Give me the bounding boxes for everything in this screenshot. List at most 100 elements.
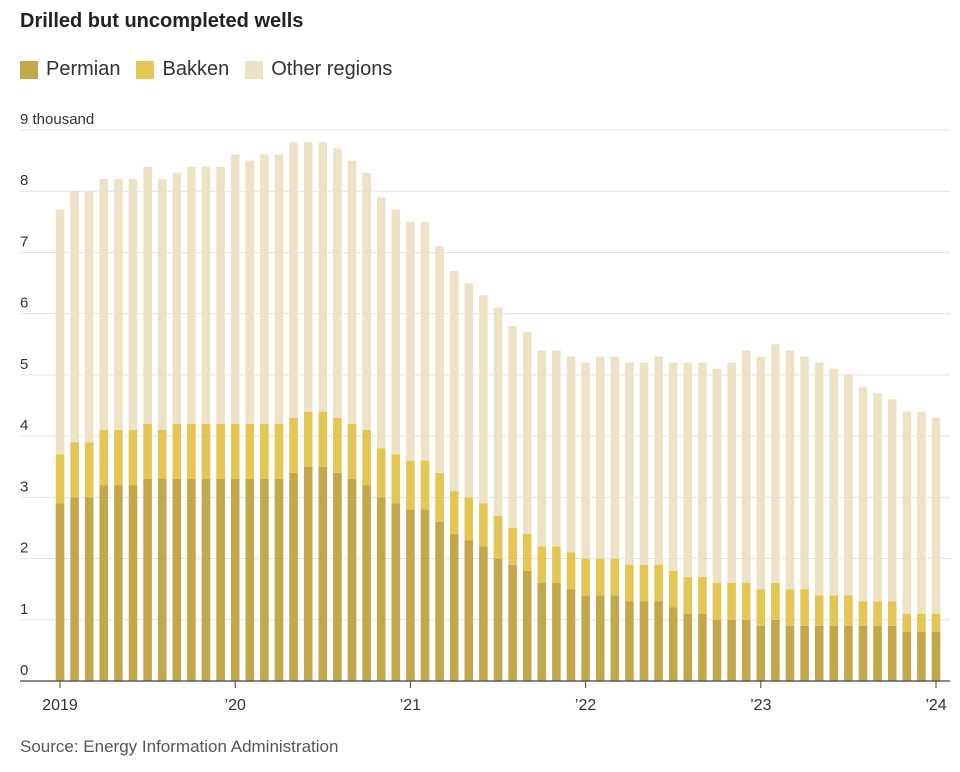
bar-segment	[741, 583, 751, 620]
bar-segment	[172, 423, 182, 479]
bar-segment	[143, 478, 152, 681]
bar-segment	[84, 191, 94, 443]
bar-segment	[216, 478, 225, 681]
bar-segment	[289, 142, 298, 418]
bar-segment	[406, 509, 415, 681]
bar-segment	[917, 613, 926, 633]
bar-segment	[683, 576, 693, 614]
y-tick-label: 3	[20, 478, 28, 495]
bar-segment	[70, 497, 79, 681]
bar-segment	[522, 570, 532, 681]
x-tick-label: ’23	[750, 697, 771, 714]
bar-segment	[479, 295, 488, 504]
bar-segment	[727, 362, 736, 584]
bar-segment	[420, 509, 430, 681]
bar-segment	[493, 558, 503, 681]
x-tick-label: ’21	[400, 697, 421, 714]
bar-segment	[785, 350, 795, 590]
bar-segment	[581, 595, 590, 681]
bar-segment	[931, 632, 941, 681]
legend-swatch-other-regions	[245, 60, 264, 79]
x-tick-label: ’24	[925, 697, 946, 714]
bar-segment	[99, 178, 109, 430]
bar-segment	[844, 625, 853, 681]
y-tick-label: 7	[20, 233, 28, 250]
bar-segment	[727, 619, 736, 681]
bar-segment	[552, 350, 561, 547]
bar-segment	[595, 595, 605, 681]
bar-segment	[55, 454, 65, 504]
bar-segment	[435, 521, 444, 681]
bar-segment	[873, 625, 882, 681]
bar-segment	[537, 546, 547, 584]
bar-segment	[55, 209, 65, 455]
bar-segment	[902, 411, 912, 614]
bar-segment	[128, 178, 138, 430]
bar-segment	[508, 325, 517, 528]
bar-segment	[917, 632, 926, 681]
bar-segment	[814, 362, 824, 596]
bar-segment	[420, 221, 430, 461]
bar-segment	[581, 558, 590, 596]
bar-segment	[522, 534, 532, 571]
bar-segment	[201, 166, 211, 424]
bar-segment	[333, 417, 342, 473]
bar-segment	[479, 503, 488, 547]
bar-segment	[333, 472, 342, 681]
bar-segment	[274, 154, 284, 424]
bar-segment	[157, 429, 167, 479]
bar-segment	[756, 625, 766, 681]
bar-segment	[449, 534, 459, 681]
bar-segment	[274, 423, 284, 479]
bar-segment	[610, 558, 620, 596]
bar-segment	[216, 423, 225, 479]
bar-segment	[537, 350, 547, 547]
bar-segment	[84, 442, 94, 498]
bar-segment	[114, 178, 123, 430]
bar-segment	[420, 460, 430, 510]
bar-segment	[931, 613, 941, 633]
bar-segment	[931, 417, 941, 614]
legend-item-permian: Permian	[20, 58, 120, 81]
bar-segment	[785, 625, 795, 681]
bar-segment	[245, 160, 255, 424]
bar-segment	[814, 595, 824, 626]
bar-segment	[902, 613, 912, 633]
bar-segment	[201, 423, 211, 479]
bar-segment	[844, 595, 853, 626]
bar-segment	[537, 583, 547, 681]
bar-segment	[347, 478, 357, 681]
bar-segment	[552, 546, 561, 584]
bar-segment	[289, 472, 298, 681]
bar-segment	[683, 362, 693, 577]
bar-segment	[187, 423, 196, 479]
bar-segment	[303, 411, 313, 467]
bar-segment	[756, 589, 766, 626]
bar-segment	[887, 399, 897, 602]
bar-segment	[391, 454, 401, 504]
bar-segment	[712, 368, 722, 584]
legend-label-other-regions: Other regions	[271, 58, 393, 80]
bar-segment	[829, 595, 839, 626]
bar-segment	[771, 344, 780, 584]
bar-segment	[800, 625, 809, 681]
legend-label-permian: Permian	[46, 58, 121, 80]
bar-segment	[391, 503, 401, 681]
bar-segment	[625, 564, 634, 602]
bar-segment	[70, 191, 79, 443]
bar-segment	[493, 307, 503, 516]
bar-segment	[143, 423, 152, 479]
bar-segment	[873, 601, 882, 626]
bar-segment	[318, 466, 328, 681]
bar-segment	[771, 619, 780, 681]
bar-segment	[712, 583, 722, 620]
bar-segment	[55, 503, 65, 681]
bar-segment	[712, 619, 722, 681]
bar-segment	[800, 589, 809, 626]
legend-swatch-bakken	[136, 60, 155, 79]
bar-segment	[230, 154, 240, 424]
bar-segment	[70, 442, 79, 498]
bar-segment	[800, 356, 809, 590]
bar-segment	[245, 423, 255, 479]
bar-segment	[362, 485, 371, 681]
